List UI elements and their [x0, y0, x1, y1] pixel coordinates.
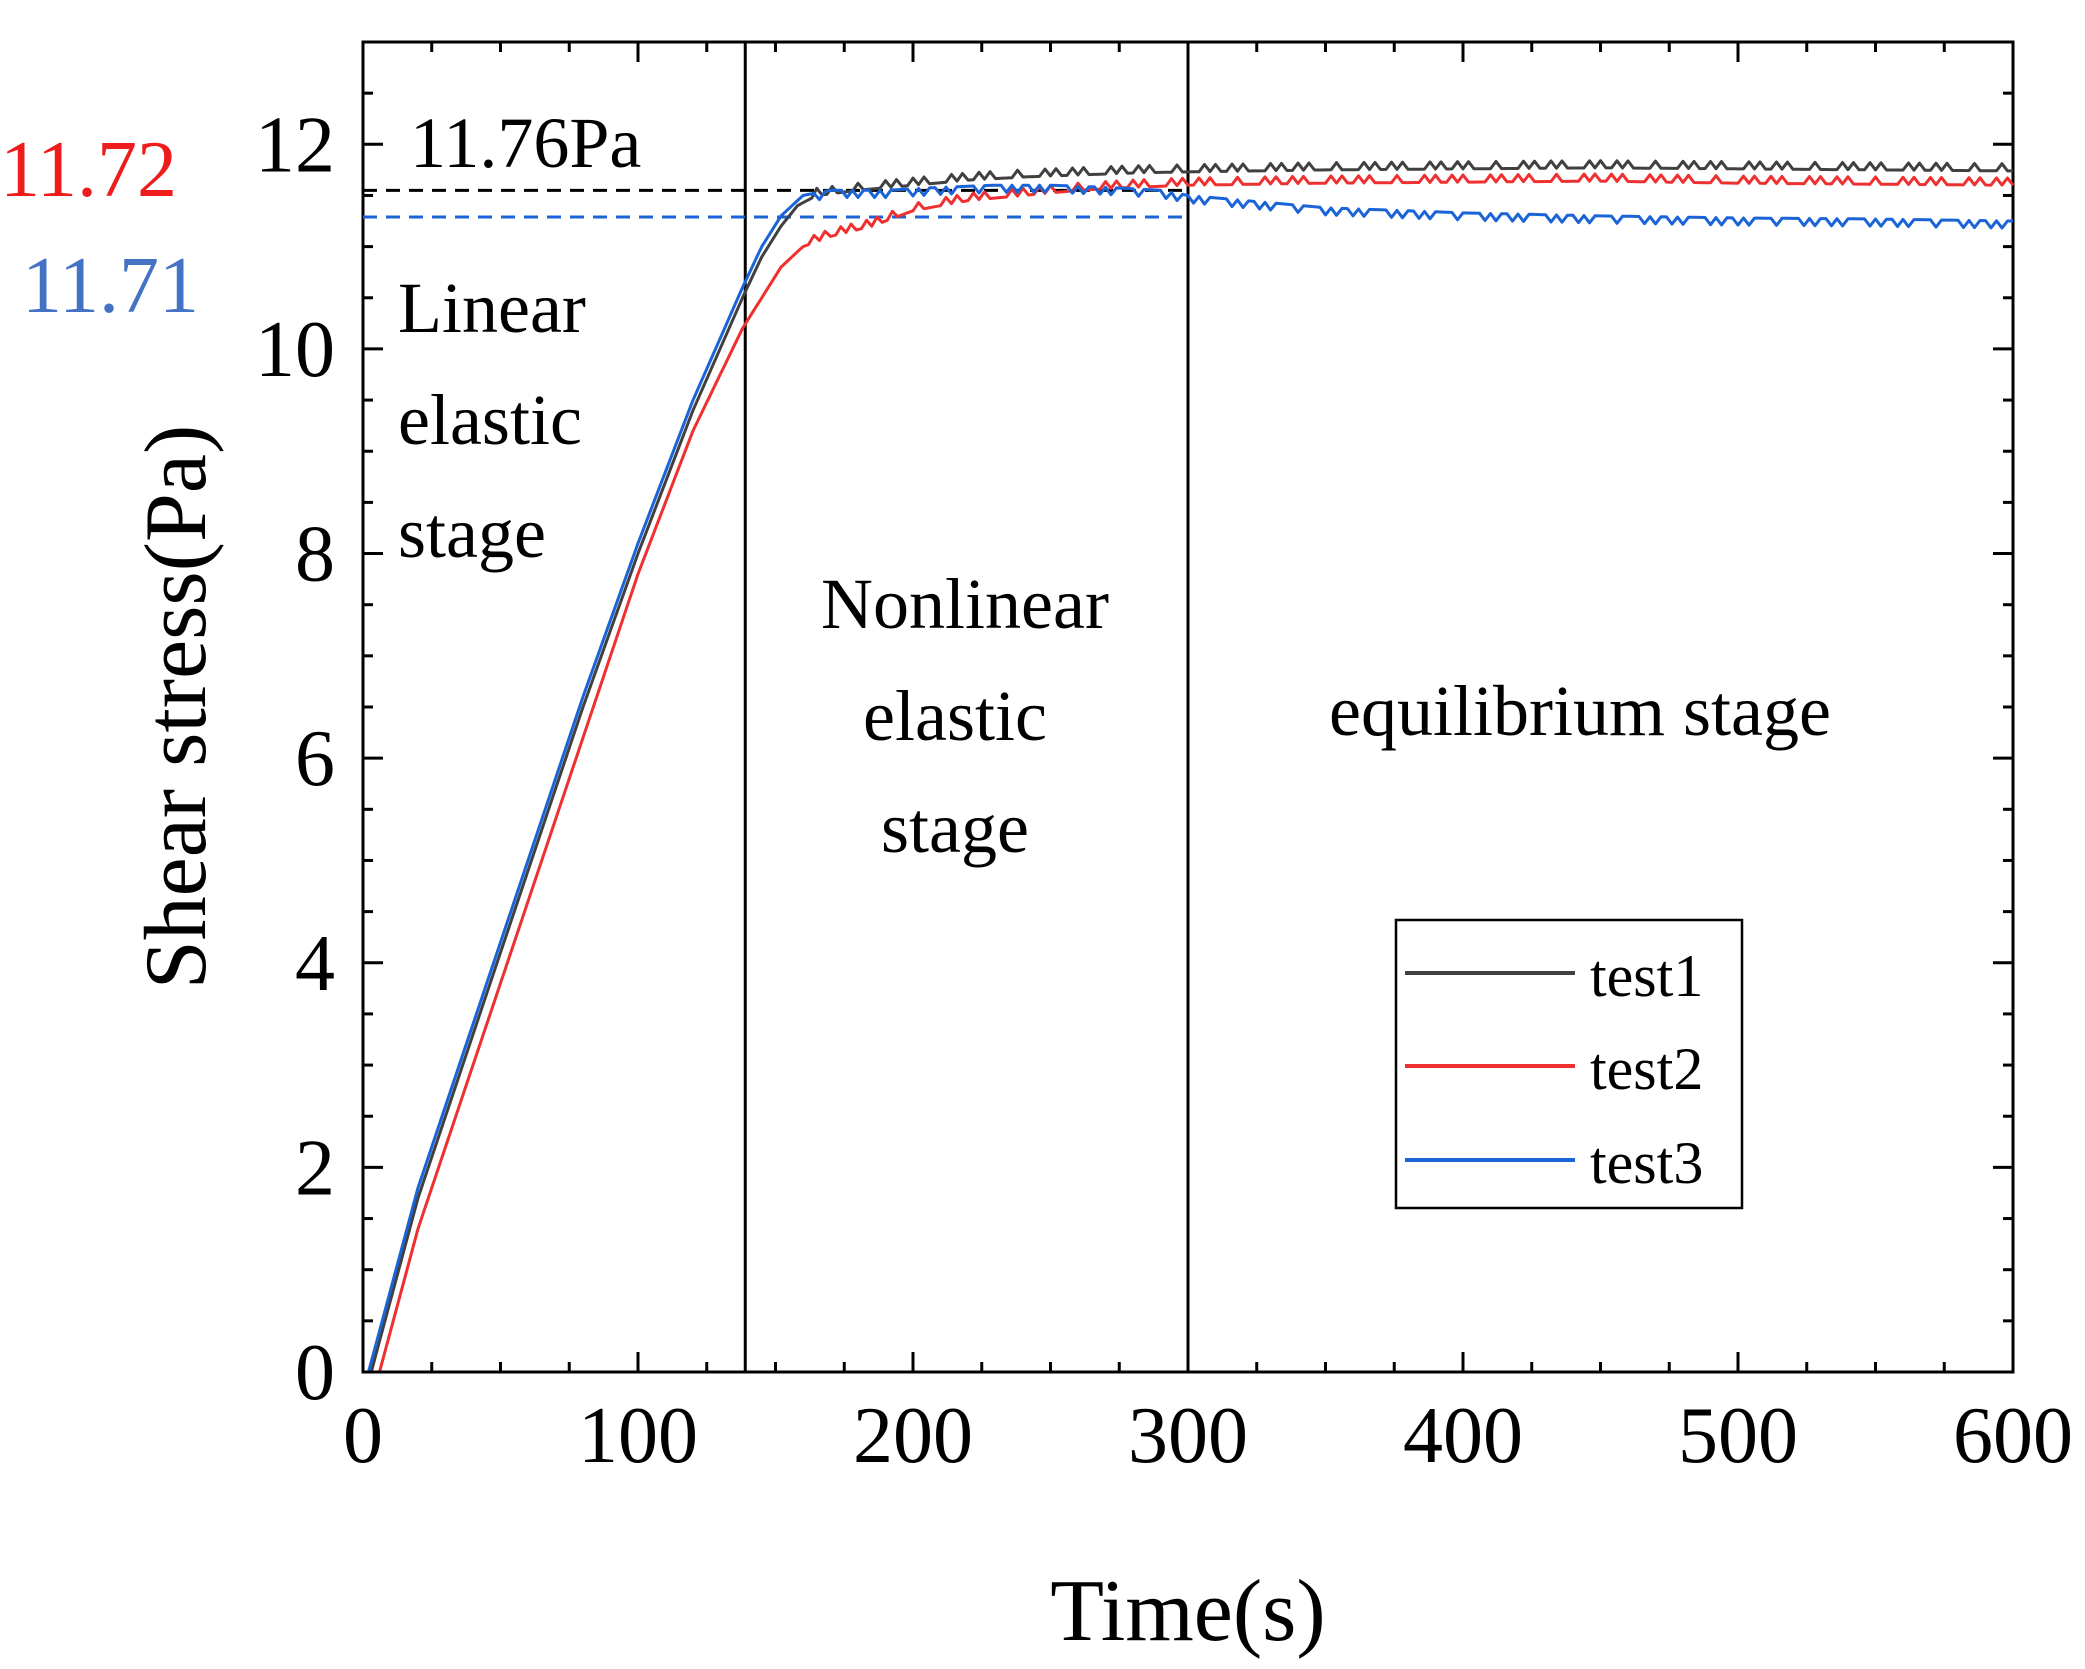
series-test3: [363, 183, 2013, 1374]
x-tick-label: 300: [1128, 1392, 1248, 1480]
series-test1: [363, 159, 2013, 1374]
stage3-label: equilibrium stage: [1329, 671, 1831, 751]
x-axis-title: Time(s): [1050, 1563, 1325, 1660]
y-tick-label: 8: [295, 511, 335, 599]
y-tick-labels: 0 2 4 6 8 10 12: [255, 101, 335, 1417]
x-tick-label: 400: [1403, 1392, 1523, 1480]
y-axis-title: Shear stress(Pa): [128, 425, 225, 990]
y-tick-label: 12: [255, 101, 335, 189]
stage1-line2: elastic: [398, 380, 582, 460]
y-tick-label: 0: [295, 1329, 335, 1417]
red-value-annotation: 11.72: [0, 126, 177, 214]
x-tick-label: 600: [1953, 1392, 2073, 1480]
blue-value-annotation: 11.71: [22, 242, 199, 330]
stage1-line1: Linear: [398, 268, 586, 348]
y-tick-label: 10: [255, 306, 335, 394]
y-tick-label: 6: [295, 715, 335, 803]
ticks: [361, 40, 2015, 1374]
x-tick-label: 500: [1678, 1392, 1798, 1480]
stage2-line1: Nonlinear: [821, 564, 1109, 644]
series-test2: [363, 172, 2015, 1374]
legend-label-test2: test2: [1590, 1036, 1703, 1102]
legend: test1 test2 test3: [1394, 918, 1744, 1210]
peak-label: 11.76Pa: [410, 103, 641, 183]
legend-label-test3: test3: [1590, 1130, 1703, 1196]
y-tick-label: 4: [295, 920, 335, 1008]
legend-label-test1: test1: [1590, 943, 1703, 1009]
x-tick-label: 0: [343, 1392, 383, 1480]
reference-lines: [363, 188, 1188, 219]
y-tick-label: 2: [295, 1124, 335, 1212]
stage2-line2: elastic: [863, 676, 1047, 756]
series-group: [363, 159, 2015, 1374]
stage1-line3: stage: [398, 493, 546, 573]
x-tick-label: 100: [578, 1392, 698, 1480]
x-tick-labels: 0 100 200 300 400 500 600: [343, 1392, 2073, 1480]
stage2-line3: stage: [881, 788, 1029, 868]
x-tick-label: 200: [853, 1392, 973, 1480]
